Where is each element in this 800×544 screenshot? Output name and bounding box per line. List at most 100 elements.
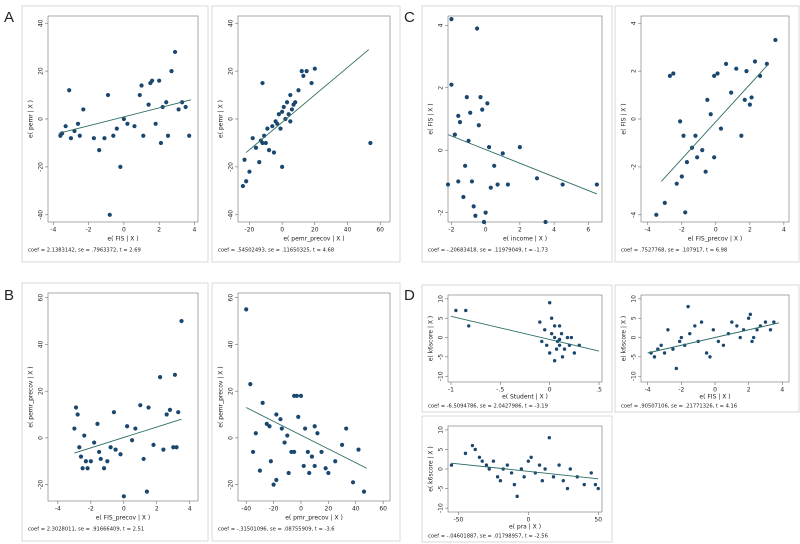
y-tick-label: -5 (438, 485, 445, 491)
x-tick-label: 60 (376, 227, 384, 234)
point (141, 133, 146, 138)
y-tick-label: 4 (631, 21, 638, 25)
point (280, 109, 285, 114)
plot-area (447, 294, 603, 383)
point (679, 335, 684, 340)
point (547, 301, 552, 305)
point (454, 308, 458, 313)
y-tick-label: -4 (631, 212, 638, 218)
point (111, 410, 117, 415)
point (656, 347, 660, 351)
point (98, 456, 103, 462)
y-tick-label: 2 (438, 86, 445, 90)
point (554, 347, 559, 351)
point (247, 169, 252, 174)
x-tick-label: 2 (155, 506, 159, 513)
point (480, 107, 485, 112)
y-tick-label: 60 (38, 294, 45, 302)
point (449, 463, 454, 467)
point (738, 335, 742, 340)
point (105, 92, 111, 98)
x-axis-label: e( FIS_precov | X ) (96, 515, 151, 522)
y-axis-label: e( pemr_precov | X ) (28, 366, 35, 427)
point (545, 343, 549, 347)
point (487, 467, 491, 471)
point (292, 449, 297, 455)
x-axis-label: e( FIS_precov | X ) (688, 236, 743, 243)
point (739, 133, 744, 138)
point (666, 328, 670, 332)
panel-label: B (4, 287, 14, 304)
point (540, 339, 544, 344)
point (298, 393, 304, 398)
point (274, 412, 279, 417)
x-tick-label: 4 (552, 227, 556, 234)
point (481, 219, 487, 225)
point (452, 132, 457, 137)
point (470, 443, 475, 448)
x-axis-label: e( income | X ) (503, 236, 547, 243)
point (137, 92, 142, 98)
y-tick-label: 5 (631, 316, 638, 320)
point (681, 133, 686, 138)
x-tick-label: -20 (269, 506, 279, 513)
point (461, 194, 466, 200)
regression-note: coef = -.31501096, se = .08755909, t = -… (218, 527, 335, 533)
x-tick-label: 4 (188, 506, 192, 513)
point (534, 176, 540, 181)
x-tick-label: -20 (245, 227, 255, 234)
point (356, 447, 361, 452)
point (176, 410, 181, 415)
point (73, 405, 79, 410)
point (704, 351, 709, 355)
point (144, 489, 150, 494)
point (244, 179, 249, 184)
x-tick-label: 2 (518, 227, 522, 234)
y-tick-label: 40 (38, 19, 45, 27)
point (265, 126, 270, 131)
point (296, 88, 301, 93)
point (309, 80, 314, 86)
point (271, 150, 277, 155)
point (81, 107, 86, 112)
point (495, 182, 500, 187)
point (288, 92, 293, 98)
x-tick-label: .5 (596, 387, 602, 394)
point (744, 68, 749, 74)
point (179, 318, 184, 324)
y-tick-label: -5 (438, 354, 445, 360)
point (712, 73, 717, 78)
y-tick-label: -2 (631, 164, 638, 170)
point (97, 148, 102, 153)
point (512, 482, 517, 487)
x-tick-label: -4 (645, 387, 651, 394)
x-tick-label: 0 (713, 387, 717, 394)
point (294, 393, 299, 398)
fit-line (450, 315, 600, 352)
plot-area (640, 15, 790, 223)
regression-note: coef = 2.3028011, se = .91666409, t = 2.… (28, 527, 144, 533)
point (78, 454, 84, 459)
point (118, 452, 123, 457)
point (133, 426, 138, 431)
point (253, 431, 258, 436)
point (593, 482, 598, 487)
regression-note: coef = 2.1383142, se = .7963372, t = 2.6… (28, 248, 141, 254)
x-tick-label: 0 (122, 227, 126, 234)
regression-note: coef = .90507106, se = .21771326, t = 4.… (621, 404, 737, 410)
point (293, 100, 298, 105)
point (560, 182, 565, 187)
point (522, 475, 526, 479)
point (456, 179, 461, 184)
panel-label: D (404, 287, 415, 304)
x-tick-label: -40 (241, 506, 251, 513)
point (260, 80, 265, 86)
point (161, 447, 166, 452)
point (285, 433, 290, 438)
point (114, 126, 119, 131)
fit-line (245, 49, 370, 153)
point (569, 335, 574, 340)
point (240, 183, 246, 189)
y-axis-label: e( pemr | X ) (218, 100, 225, 138)
point (172, 372, 178, 377)
